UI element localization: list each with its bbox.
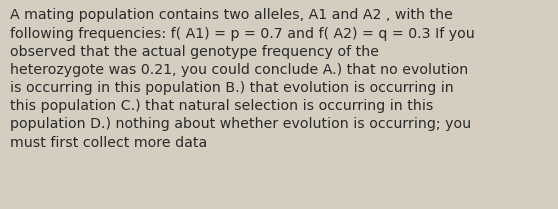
Text: A mating population contains two alleles, A1 and A2 , with the
following frequen: A mating population contains two alleles… [10,8,475,150]
